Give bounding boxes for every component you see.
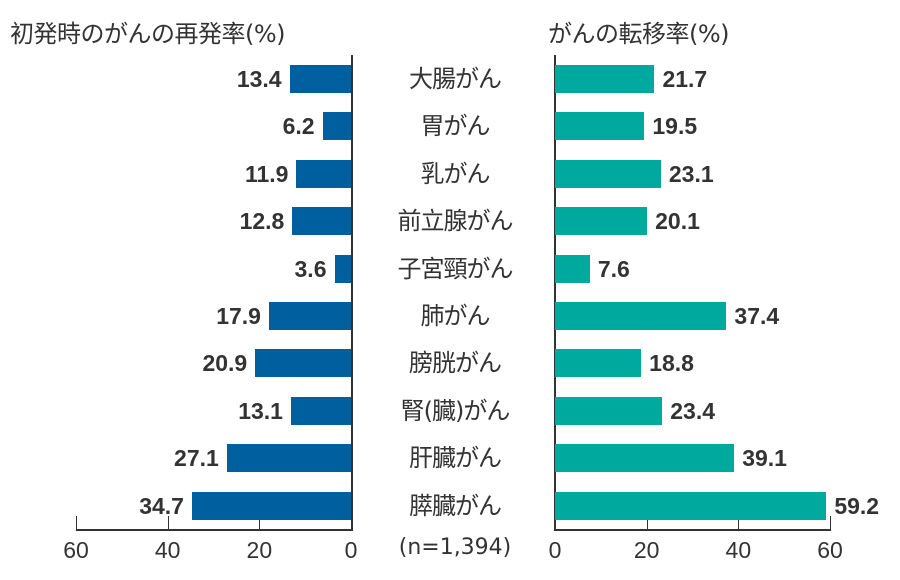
recurrence-bar xyxy=(255,349,351,378)
metastasis-bar xyxy=(555,254,590,283)
metastasis-value-label: 19.5 xyxy=(652,113,698,140)
metastasis-value-label: 7.6 xyxy=(597,255,630,282)
metastasis-value-label: 23.4 xyxy=(670,397,716,424)
metastasis-axis-tick xyxy=(830,516,831,530)
recurrence-value-label: 13.4 xyxy=(236,66,282,92)
recurrence-value-label: 17.9 xyxy=(216,303,261,329)
metastasis-value-label: 18.8 xyxy=(649,350,694,377)
sample-size-note: (n=1,394) xyxy=(398,535,512,560)
metastasis-axis-tick xyxy=(555,516,556,530)
metastasis-axis-tick-label: 0 xyxy=(548,537,562,563)
metastasis-value-label: 59.2 xyxy=(834,492,880,519)
metastasis-bar xyxy=(555,349,642,378)
recurrence-value-label: 13.1 xyxy=(238,397,283,424)
category-label: 肺がん xyxy=(420,302,491,330)
recurrence-axis-tick xyxy=(167,516,169,530)
metastasis-value-label: 37.4 xyxy=(734,303,780,329)
recurrence-value-label: 27.1 xyxy=(174,445,219,472)
metastasis-axis-tick-label: 20 xyxy=(633,537,660,563)
category-label: 膀胱がん xyxy=(409,349,502,378)
recurrence-axis-tick xyxy=(351,516,352,530)
metastasis-bar xyxy=(555,302,727,330)
recurrence-value-label: 11.9 xyxy=(244,160,289,187)
category-label: 子宮頸がん xyxy=(397,254,514,283)
recurrence-bar xyxy=(191,491,351,520)
metastasis-axis-tick-label: 60 xyxy=(817,537,843,563)
recurrence-value-label: 20.9 xyxy=(202,350,248,377)
category-label: 胃がん xyxy=(420,112,491,141)
metastasis-x-axis xyxy=(554,529,831,531)
recurrence-value-label: 3.6 xyxy=(294,255,327,282)
metastasis-axis-tick xyxy=(646,516,648,530)
category-label: 肝臓がん xyxy=(409,444,502,473)
category-label: 前立腺がん xyxy=(397,207,514,236)
metastasis-bar xyxy=(555,65,655,93)
category-label: 膵臓がん xyxy=(409,491,502,520)
recurrence-bar xyxy=(226,444,351,473)
recurrence-axis-tick xyxy=(259,516,261,530)
metastasis-chart-title: がんの転移率(%) xyxy=(548,20,730,48)
recurrence-axis-tick-label: 60 xyxy=(63,537,89,563)
category-label: 乳がん xyxy=(420,159,491,188)
metastasis-value-label: 21.7 xyxy=(662,66,708,92)
category-label: 大腸がん xyxy=(409,65,502,93)
metastasis-value-label: 23.1 xyxy=(668,160,714,187)
recurrence-value-label: 12.8 xyxy=(239,208,285,235)
metastasis-bar xyxy=(555,207,648,236)
recurrence-x-axis xyxy=(76,529,353,531)
recurrence-bar xyxy=(322,112,351,141)
metastasis-bar xyxy=(555,396,663,425)
metastasis-bar xyxy=(555,159,661,188)
recurrence-bar xyxy=(334,254,351,283)
recurrence-bar xyxy=(292,207,351,236)
recurrence-bar xyxy=(268,302,351,330)
metastasis-axis-tick-label: 40 xyxy=(725,537,752,563)
recurrence-chart-title: 初発時のがんの再発率(%) xyxy=(10,20,286,48)
metastasis-bar xyxy=(555,112,645,141)
recurrence-bar xyxy=(296,159,351,188)
metastasis-value-label: 20.1 xyxy=(655,208,700,235)
metastasis-value-label: 39.1 xyxy=(742,445,787,472)
recurrence-axis-zero-line xyxy=(351,55,353,531)
recurrence-value-label: 34.7 xyxy=(139,492,184,519)
metastasis-axis-zero-line xyxy=(554,55,556,531)
metastasis-axis-tick xyxy=(738,516,740,530)
recurrence-bar xyxy=(290,396,351,425)
recurrence-axis-tick-label: 0 xyxy=(344,537,358,563)
recurrence-value-label: 6.2 xyxy=(282,113,315,140)
metastasis-bar xyxy=(555,491,827,520)
recurrence-bar xyxy=(289,65,351,93)
category-label: 腎(臓)がん xyxy=(400,396,511,425)
recurrence-axis-tick-label: 40 xyxy=(154,537,181,563)
recurrence-axis-tick-label: 20 xyxy=(246,537,273,563)
metastasis-bar xyxy=(555,444,735,473)
recurrence-axis-tick xyxy=(76,516,77,530)
